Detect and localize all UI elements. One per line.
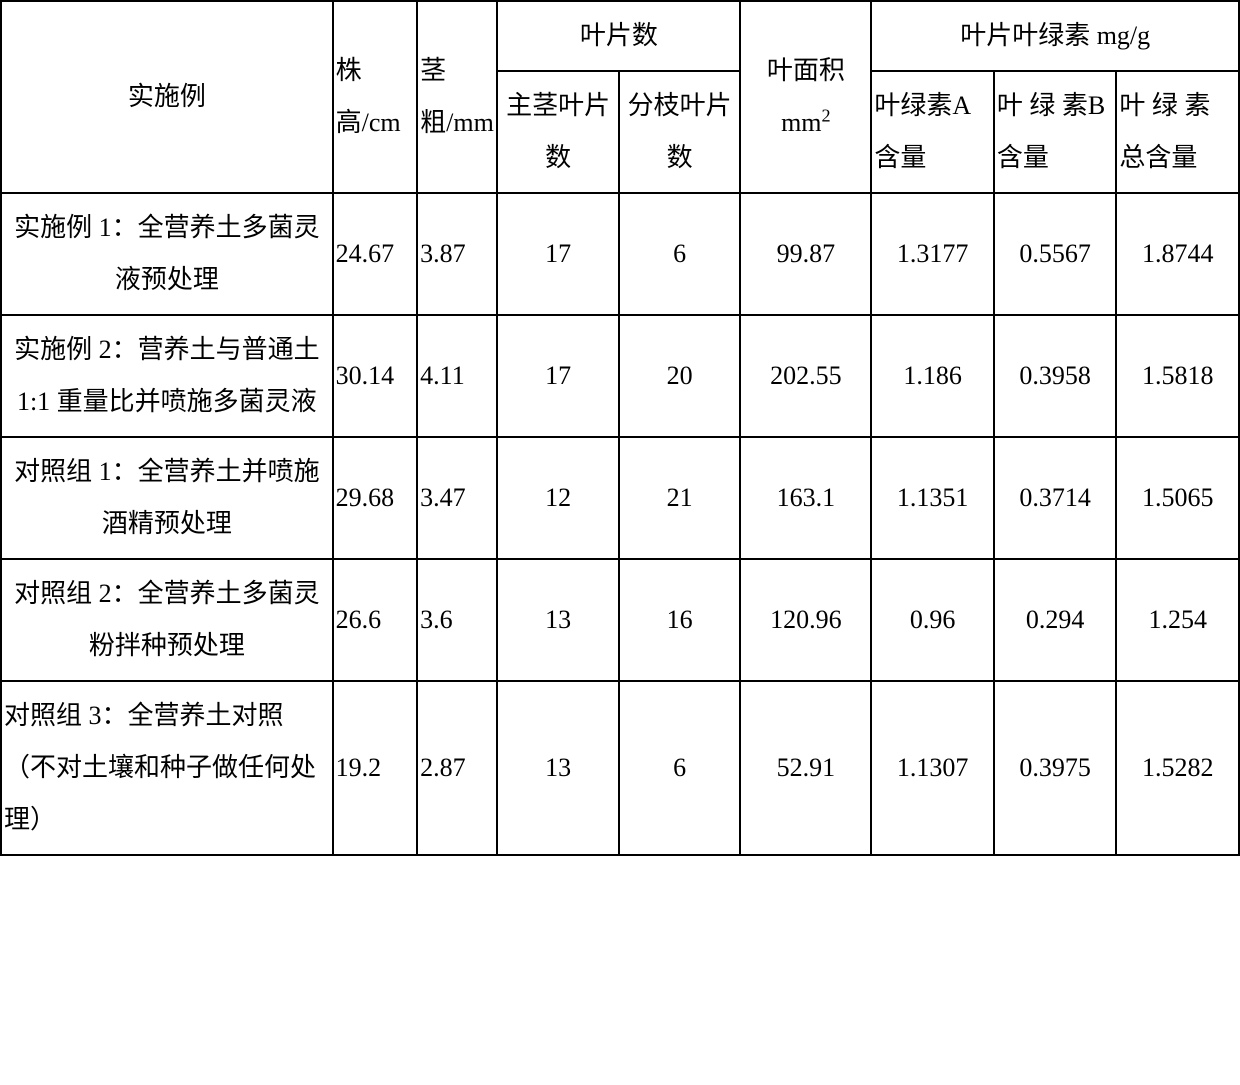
cell-stem-diameter: 3.87 xyxy=(417,193,497,315)
header-chlorophyll-a: 叶绿素A 含量 xyxy=(871,71,994,193)
header-chlorophyll-b: 叶 绿 素B 含量 xyxy=(994,71,1117,193)
leaf-area-text: 叶面积mm xyxy=(767,56,845,137)
cell-main-stem-leaves: 17 xyxy=(497,315,618,437)
cell-chlorophyll-b: 0.3975 xyxy=(994,681,1117,855)
cell-plant-height: 24.67 xyxy=(333,193,418,315)
cell-branch-leaves: 6 xyxy=(619,681,740,855)
cell-main-stem-leaves: 12 xyxy=(497,437,618,559)
cell-main-stem-leaves: 13 xyxy=(497,559,618,681)
cell-leaf-area: 99.87 xyxy=(740,193,871,315)
cell-plant-height: 19.2 xyxy=(333,681,418,855)
header-row-1: 实施例 株高/cm 茎粗/mm 叶片数 叶面积mm2 叶片叶绿素 mg/g xyxy=(1,1,1239,71)
cell-example: 实施例 1：全营养土多菌灵液预处理 xyxy=(1,193,333,315)
cell-leaf-area: 163.1 xyxy=(740,437,871,559)
cell-main-stem-leaves: 17 xyxy=(497,193,618,315)
header-example: 实施例 xyxy=(1,1,333,193)
cell-chlorophyll-a: 1.3177 xyxy=(871,193,994,315)
header-leaf-count-group: 叶片数 xyxy=(497,1,740,71)
cell-chlorophyll-total: 1.254 xyxy=(1116,559,1239,681)
table-row: 对照组 1：全营养土并喷施酒精预处理 29.68 3.47 12 21 163.… xyxy=(1,437,1239,559)
table-row: 对照组 3：全营养土对照（不对土壤和种子做任何处理） 19.2 2.87 13 … xyxy=(1,681,1239,855)
cell-branch-leaves: 6 xyxy=(619,193,740,315)
cell-chlorophyll-total: 1.8744 xyxy=(1116,193,1239,315)
cell-stem-diameter: 4.11 xyxy=(417,315,497,437)
cell-chlorophyll-a: 0.96 xyxy=(871,559,994,681)
cell-plant-height: 29.68 xyxy=(333,437,418,559)
table-row: 实施例 2：营养土与普通土 1:1 重量比并喷施多菌灵液 30.14 4.11 … xyxy=(1,315,1239,437)
table-row: 对照组 2：全营养土多菌灵粉拌种预处理 26.6 3.6 13 16 120.9… xyxy=(1,559,1239,681)
cell-example: 对照组 1：全营养土并喷施酒精预处理 xyxy=(1,437,333,559)
cell-chlorophyll-a: 1.1351 xyxy=(871,437,994,559)
header-chlorophyll-group: 叶片叶绿素 mg/g xyxy=(871,1,1239,71)
cell-stem-diameter: 2.87 xyxy=(417,681,497,855)
cell-main-stem-leaves: 13 xyxy=(497,681,618,855)
cell-chlorophyll-b: 0.3714 xyxy=(994,437,1117,559)
cell-example: 对照组 3：全营养土对照（不对土壤和种子做任何处理） xyxy=(1,681,333,855)
cell-stem-diameter: 3.6 xyxy=(417,559,497,681)
header-leaf-area: 叶面积mm2 xyxy=(740,1,871,193)
header-chlorophyll-total: 叶 绿 素总含量 xyxy=(1116,71,1239,193)
cell-chlorophyll-a: 1.186 xyxy=(871,315,994,437)
cell-branch-leaves: 20 xyxy=(619,315,740,437)
cell-chlorophyll-total: 1.5065 xyxy=(1116,437,1239,559)
cell-plant-height: 30.14 xyxy=(333,315,418,437)
table-body: 实施例 1：全营养土多菌灵液预处理 24.67 3.87 17 6 99.87 … xyxy=(1,193,1239,855)
cell-chlorophyll-a: 1.1307 xyxy=(871,681,994,855)
cell-leaf-area: 202.55 xyxy=(740,315,871,437)
cell-chlorophyll-b: 0.5567 xyxy=(994,193,1117,315)
leaf-area-sup: 2 xyxy=(822,105,831,125)
cell-leaf-area: 120.96 xyxy=(740,559,871,681)
cell-example: 对照组 2：全营养土多菌灵粉拌种预处理 xyxy=(1,559,333,681)
cell-example: 实施例 2：营养土与普通土 1:1 重量比并喷施多菌灵液 xyxy=(1,315,333,437)
cell-branch-leaves: 16 xyxy=(619,559,740,681)
cell-chlorophyll-total: 1.5818 xyxy=(1116,315,1239,437)
table-row: 实施例 1：全营养土多菌灵液预处理 24.67 3.87 17 6 99.87 … xyxy=(1,193,1239,315)
cell-branch-leaves: 21 xyxy=(619,437,740,559)
header-plant-height: 株高/cm xyxy=(333,1,418,193)
cell-chlorophyll-b: 0.294 xyxy=(994,559,1117,681)
cell-plant-height: 26.6 xyxy=(333,559,418,681)
cell-chlorophyll-b: 0.3958 xyxy=(994,315,1117,437)
cell-leaf-area: 52.91 xyxy=(740,681,871,855)
cell-chlorophyll-total: 1.5282 xyxy=(1116,681,1239,855)
header-branch-leaves: 分枝叶片数 xyxy=(619,71,740,193)
cell-stem-diameter: 3.47 xyxy=(417,437,497,559)
header-stem-diameter: 茎粗/mm xyxy=(417,1,497,193)
header-main-stem-leaves: 主茎叶片数 xyxy=(497,71,618,193)
data-table: 实施例 株高/cm 茎粗/mm 叶片数 叶面积mm2 叶片叶绿素 mg/g 主茎… xyxy=(0,0,1240,856)
